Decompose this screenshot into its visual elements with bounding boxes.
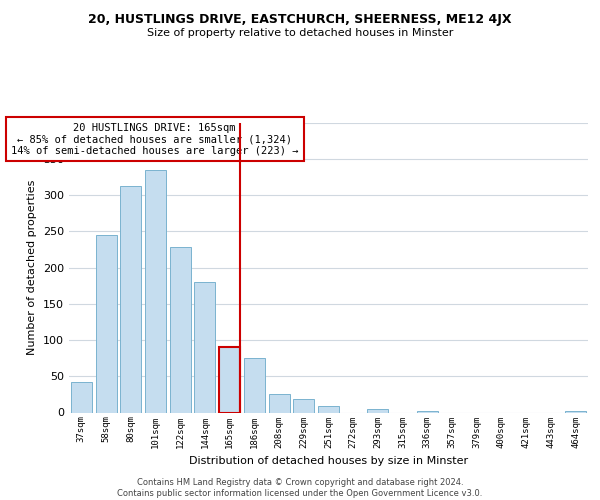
X-axis label: Distribution of detached houses by size in Minster: Distribution of detached houses by size …	[189, 456, 468, 466]
Bar	[293, 400, 314, 412]
Bar	[170, 247, 191, 412]
Bar	[145, 170, 166, 412]
Text: Contains HM Land Registry data © Crown copyright and database right 2024.
Contai: Contains HM Land Registry data © Crown c…	[118, 478, 482, 498]
Bar	[565, 411, 586, 412]
Bar	[269, 394, 290, 412]
Bar	[367, 409, 388, 412]
Y-axis label: Number of detached properties: Number of detached properties	[28, 180, 37, 355]
Bar	[120, 186, 141, 412]
Bar	[318, 406, 339, 412]
Text: Size of property relative to detached houses in Minster: Size of property relative to detached ho…	[147, 28, 453, 38]
Bar	[71, 382, 92, 412]
Bar	[194, 282, 215, 412]
Bar	[244, 358, 265, 412]
Text: 20, HUSTLINGS DRIVE, EASTCHURCH, SHEERNESS, ME12 4JX: 20, HUSTLINGS DRIVE, EASTCHURCH, SHEERNE…	[88, 12, 512, 26]
Bar	[417, 411, 438, 412]
Text: 20 HUSTLINGS DRIVE: 165sqm
← 85% of detached houses are smaller (1,324)
14% of s: 20 HUSTLINGS DRIVE: 165sqm ← 85% of deta…	[11, 122, 298, 156]
Bar	[95, 235, 116, 412]
Bar	[219, 346, 240, 412]
